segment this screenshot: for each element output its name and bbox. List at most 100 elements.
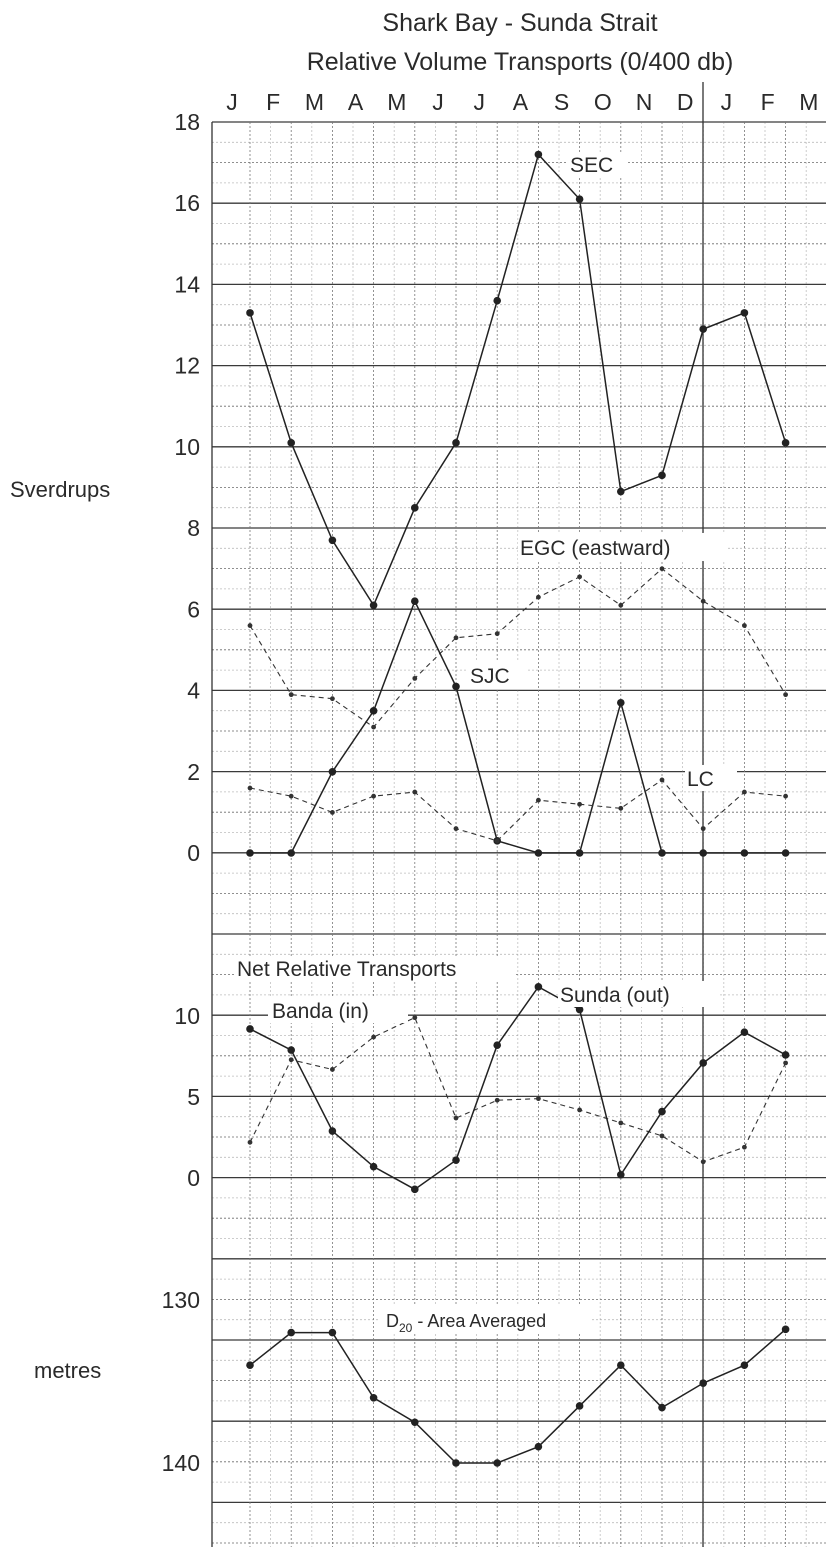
series-line-sunda-out <box>249 985 786 1191</box>
data-point-egc-eastward <box>412 675 418 681</box>
series-label-banda: Banda (in) <box>272 1000 369 1023</box>
data-point-sec <box>287 439 296 447</box>
y-tick-label: 12 <box>174 353 200 379</box>
data-point-egc-eastward <box>371 724 376 730</box>
data-point-sjc <box>369 707 378 715</box>
data-point-egc-eastward <box>618 602 624 608</box>
data-point-banda-in <box>330 1067 335 1072</box>
data-point-banda-in <box>371 1034 376 1040</box>
data-point-lc <box>288 793 294 799</box>
data-point-lc <box>659 777 665 783</box>
data-point-egc-eastward <box>577 574 582 580</box>
lc-label-bg <box>685 765 737 791</box>
data-point-egc-eastward <box>453 635 459 641</box>
data-point-sec <box>493 296 502 305</box>
d20-title-sub: 20 <box>399 1321 413 1335</box>
data-point-d20 <box>781 1325 790 1334</box>
data-point-lc <box>412 789 418 795</box>
data-point-d20 <box>699 1379 707 1387</box>
banda-label-bg <box>268 997 408 1023</box>
data-point-banda-in <box>659 1133 665 1139</box>
data-point-lc <box>330 809 335 815</box>
data-point-sec <box>740 309 749 317</box>
d20-title-main: D <box>386 1311 399 1331</box>
data-point-egc-eastward <box>494 631 500 637</box>
data-point-d20 <box>369 1394 378 1402</box>
series-line-d20 <box>249 1328 787 1464</box>
net-title-bg <box>234 956 516 982</box>
x-tick-label: F <box>761 89 775 115</box>
data-point-sec <box>575 195 584 203</box>
egc-label-bg <box>518 533 726 561</box>
data-point-d20 <box>452 1459 460 1467</box>
data-point-d20 <box>534 1442 543 1451</box>
data-point-sjc <box>452 682 460 691</box>
data-point-lc <box>700 826 706 832</box>
data-point-sec <box>369 601 378 610</box>
data-point-sjc <box>411 597 419 606</box>
data-point-sunda-out <box>287 1046 296 1054</box>
data-point-banda-in <box>700 1159 706 1165</box>
y-tick-label: 0 <box>187 840 200 866</box>
data-point-sunda-out <box>658 1107 666 1116</box>
y-tick-label: 16 <box>174 190 200 216</box>
data-point-egc-eastward <box>536 594 541 600</box>
x-tick-label: S <box>554 89 569 115</box>
data-point-banda-in <box>742 1144 747 1150</box>
data-point-d20 <box>328 1328 337 1337</box>
sunda-label-bg <box>558 981 720 1007</box>
data-point-egc-eastward <box>288 692 294 698</box>
data-point-lc <box>618 805 624 811</box>
data-point-sjc <box>658 849 666 857</box>
x-tick-label: M <box>387 89 406 115</box>
d20-title-rest: - Area Averaged <box>412 1311 546 1331</box>
data-point-lc <box>247 785 253 791</box>
y-axis-label-metres: metres <box>34 1358 101 1383</box>
y-tick-label: 4 <box>187 678 200 704</box>
data-point-lc <box>371 793 376 799</box>
data-point-d20 <box>411 1418 419 1427</box>
x-tick-label: A <box>513 89 529 115</box>
sec-label-bg <box>568 152 628 178</box>
data-point-sec <box>658 471 666 480</box>
data-point-lc <box>536 797 541 803</box>
data-point-d20 <box>575 1402 584 1410</box>
data-point-sjc <box>287 849 296 857</box>
data-point-lc <box>453 826 459 832</box>
x-tick-label: F <box>266 89 280 115</box>
data-point-sjc <box>781 849 790 857</box>
data-point-sjc <box>740 849 749 857</box>
data-point-sec <box>246 309 254 317</box>
x-tick-label: M <box>305 89 324 115</box>
data-point-sec <box>534 150 543 159</box>
data-point-sunda-out <box>246 1025 254 1033</box>
data-point-sjc <box>328 767 337 776</box>
data-point-lc <box>742 789 747 795</box>
data-point-sec <box>452 439 460 447</box>
data-point-sunda-out <box>575 1005 584 1014</box>
series-label-egc: EGC (eastward) <box>520 537 671 560</box>
y-tick-label: 8 <box>187 515 200 541</box>
y-tick-label: 10 <box>174 1003 200 1029</box>
net-panel-title: Net Relative Transports <box>237 958 456 981</box>
x-tick-label: M <box>799 89 818 115</box>
data-point-banda-in <box>494 1097 500 1103</box>
data-point-d20 <box>617 1361 625 1369</box>
y-tick-label: 130 <box>162 1287 200 1313</box>
data-point-banda-in <box>577 1107 582 1113</box>
data-point-sunda-out <box>781 1051 790 1059</box>
sjc-label-bg <box>468 662 528 688</box>
data-point-egc-eastward <box>659 566 665 572</box>
y-tick-labels: 0 2 4 6 8 10 12 14 16 18 0 5 10 130 140 <box>162 109 201 1476</box>
y-tick-label: 2 <box>187 759 200 785</box>
data-point-lc <box>783 793 788 799</box>
data-point-sunda-out <box>493 1041 502 1049</box>
x-tick-label: J <box>473 89 485 115</box>
data-point-sunda-out <box>411 1185 419 1194</box>
data-point-d20 <box>493 1459 502 1467</box>
data-point-banda-in <box>783 1060 788 1066</box>
data-point-banda-in <box>536 1096 541 1102</box>
x-tick-label: J <box>432 89 444 115</box>
d20-panel-title: D20 - Area Averaged <box>386 1311 546 1335</box>
